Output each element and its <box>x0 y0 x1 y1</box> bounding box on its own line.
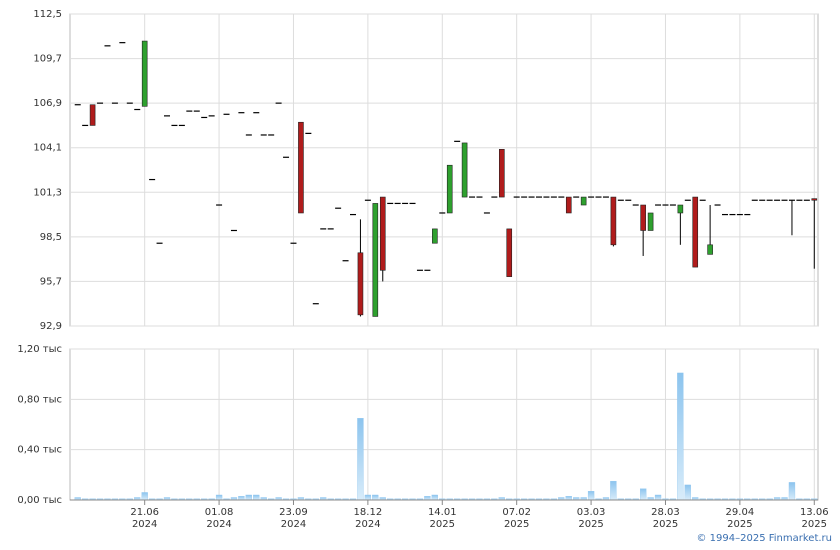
volume-bar <box>587 491 595 501</box>
x-tick-label: 29.04 2025 <box>725 507 755 530</box>
candle-body <box>432 228 438 244</box>
volume-bar <box>364 494 372 501</box>
volume-bar <box>640 488 647 501</box>
y-tick-label: 109,7 <box>33 54 62 65</box>
candle-body <box>811 198 818 201</box>
y-tick-label: 104,1 <box>33 143 62 154</box>
volume-bar <box>565 496 572 501</box>
volume-bar <box>372 494 379 501</box>
volume-bar <box>245 494 252 501</box>
x-tick-label: 03.03 2025 <box>576 507 606 530</box>
x-tick-label: 21.06 2024 <box>130 507 159 530</box>
y-tick-label: 106,9 <box>33 98 62 109</box>
candle-body <box>461 142 468 198</box>
candle-body <box>640 204 646 231</box>
volume-bar <box>424 496 431 501</box>
y-tick-label: 0,80 тыс <box>17 394 62 405</box>
y-tick-label: 95,7 <box>40 276 62 287</box>
x-tick-label: 28.03 2025 <box>651 507 680 530</box>
x-tick-label: 07.02 2025 <box>502 507 531 530</box>
panel-frame <box>69 348 819 501</box>
candle-body <box>372 203 379 317</box>
volume-bar <box>357 418 364 501</box>
y-tick-label: 98,5 <box>40 232 62 243</box>
credit: © 1994–2025 Finmarket.ru <box>696 533 832 544</box>
volume-bar <box>253 494 260 501</box>
y-tick-label: 0,40 тыс <box>17 445 62 456</box>
volume-bar <box>431 494 438 501</box>
y-tick-label: 101,3 <box>33 187 62 198</box>
candle-body <box>692 196 699 268</box>
candle-body <box>647 212 654 231</box>
candle-body <box>357 252 364 316</box>
candle-body <box>298 121 304 214</box>
candle-body <box>446 164 453 214</box>
volume-bar <box>684 484 691 501</box>
y-tick-label: 1,20 тыс <box>17 344 62 355</box>
volume-bar <box>677 372 684 501</box>
candle-body <box>89 104 96 126</box>
x-tick-label: 01.08 2024 <box>204 507 234 530</box>
panel-frame <box>69 13 819 327</box>
candle-body <box>677 204 684 214</box>
x-tick-label: 14.01 2025 <box>427 507 457 530</box>
y-tick-label: 0,00 тыс <box>17 495 62 506</box>
candle-body <box>565 196 572 214</box>
candle-body <box>379 196 386 271</box>
volume-bar <box>610 480 617 501</box>
y-tick-label: 92,9 <box>40 321 62 332</box>
volume-bar <box>238 496 245 501</box>
y-tick-label: 112,5 <box>33 9 62 20</box>
candle-body <box>141 40 148 107</box>
candle-body <box>498 149 505 198</box>
candle-body <box>610 196 617 246</box>
candle-body <box>580 196 587 206</box>
volume-bar <box>215 494 223 501</box>
candle-body <box>506 228 513 277</box>
volume-bar <box>788 482 796 501</box>
volume-bar <box>141 492 148 501</box>
x-tick-label: 23.09 2024 <box>279 507 308 530</box>
volume-bar <box>654 494 662 501</box>
candle-body <box>707 244 713 255</box>
x-tick-label: 18.12 2024 <box>353 507 383 530</box>
x-tick-label: 13.06 2025 <box>799 507 829 530</box>
